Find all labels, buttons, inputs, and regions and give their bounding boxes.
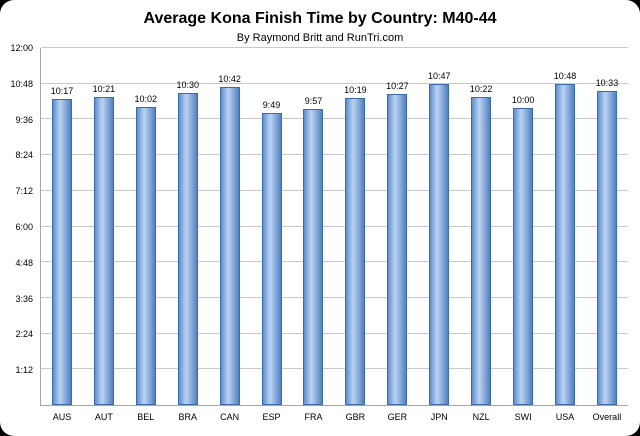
bar-slot: 10:22 NZL [460,48,502,422]
gridline [41,261,628,263]
y-tick-label: 12:00 [10,43,33,53]
bar-value-label: 10:27 [386,81,409,92]
chart-title: Average Kona Finish Time by Country: M40… [143,10,497,27]
bar [93,97,114,405]
y-tick-label: 1:12 [15,365,33,376]
bar [471,96,492,405]
x-tick-label: CAN [220,412,240,422]
bar-value-label: 10:21 [92,84,116,95]
y-tick-label: 9:36 [15,114,33,125]
bar-slot: 9:49 ESP [251,48,293,422]
bar-slot: 10:33 Overall [586,48,628,422]
bar [513,107,534,405]
x-tick-label: BRA [178,412,197,422]
bar-value-label: 9:57 [304,96,323,106]
bar-value-label: 9:49 [262,99,281,110]
x-tick-label: Overall [592,412,622,422]
y-axis: 12:00 10:48 9:36 8:24 7:12 6:00 4:48 3:36 2:24 1:… [0,43,38,406]
bar-value-label: 10:19 [344,85,367,96]
x-tick-label: ESP [262,412,281,422]
bar-value-label: 10:33 [595,78,619,89]
x-tick-label: BEL [137,412,155,422]
gridline [41,368,628,370]
x-tick-label: AUS [52,412,72,422]
bar-slot: 10:21 AUT [83,48,125,422]
bar-slot: 10:27 GER [376,48,418,422]
y-tick-label: 10:48 [10,78,33,89]
y-tick-label: 3:36 [15,293,33,304]
gridline [41,154,628,156]
gridline [41,332,628,334]
bar-value-label: 10:22 [469,83,493,94]
x-tick-label: FRA [304,412,323,422]
bar-slot: 10:47 JPN [418,48,460,422]
y-tick-label: 4:48 [15,257,33,268]
y-tick-label: 8:24 [15,150,33,161]
bar [387,94,408,405]
y-tick-label: 2:24 [15,329,33,340]
bar [596,91,617,405]
bar-slot: 10:02 BEL [125,48,167,422]
gridline [41,225,628,227]
gridline [41,118,628,120]
chart-subtitle: By Raymond Britt and RunTri.com [236,32,404,44]
bar [219,86,240,405]
gridline [41,82,628,84]
x-tick-label: NZL [472,412,490,422]
bar [555,83,576,405]
bar-slot: 10:00 SWI [502,48,544,423]
gridline [41,189,628,191]
bar-slot: 10:42 CAN [209,48,251,422]
bar [303,109,324,405]
x-tick-label: SWI [514,412,532,422]
bar-slot: 10:19 GBR [334,48,376,422]
bar-slot: 10:17 AUS [41,48,83,422]
bar [429,84,450,405]
bar [51,99,72,405]
y-tick-label: 6:00 [15,222,33,232]
bars-row: 10:17 AUS 10:21 AUT 10:02 BEL 10:30 BRA 10:42 CAN… [41,48,628,423]
bar-value-label: 10:02 [134,93,158,104]
bar-value-label: 10:30 [176,79,199,90]
bar [177,92,198,405]
bar-slot: 9:57 FRA [293,48,335,422]
x-tick-label: AUT [94,412,113,422]
y-tick-label: 7:12 [15,186,33,197]
plot-area: 10:17 AUS 10:21 AUT 10:02 BEL 10:30 BRA 10:42 CAN… [40,47,628,423]
bar [345,98,366,405]
bar-value-label: 10:47 [427,71,451,82]
bar-slot: 10:30 BRA [167,48,209,422]
bar [261,112,282,405]
bar-value-label: 10:48 [553,70,577,81]
x-tick-label: GER [387,412,408,422]
bar-slot: 10:48 USA [544,48,586,422]
gridline [41,296,628,298]
bar-value-label: 10:17 [50,86,74,97]
x-tick-label: JPN [430,412,448,422]
x-tick-label: USA [555,412,575,422]
x-tick-label: GBR [345,412,366,422]
bar-value-label: 10:42 [218,73,241,84]
bar-value-label: 10:00 [511,94,535,105]
bar [135,106,156,405]
gridline [41,47,628,48]
